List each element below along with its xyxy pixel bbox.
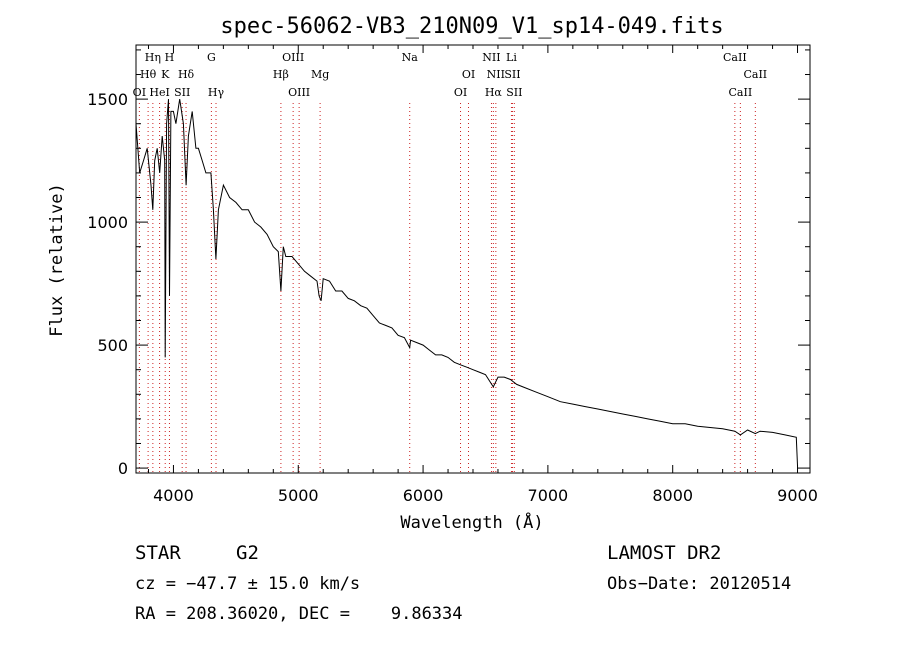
chart-title: spec-56062-VB3_210N09_V1_sp14-049.fits xyxy=(220,14,723,39)
line-marker-label: OI xyxy=(133,86,146,99)
x-axis-ticks: 4000 5000 6000 7000 8000 9000 xyxy=(147,45,818,505)
line-marker-label: H xyxy=(165,51,175,64)
x-tick-label: 5000 xyxy=(278,486,319,505)
line-marker-label: Mg xyxy=(311,68,329,81)
line-marker-label: NII xyxy=(487,68,505,81)
redshift-velocity: cz = −47.7 ± 15.0 km/s xyxy=(135,574,360,594)
line-marker-label: CaII xyxy=(729,86,753,99)
line-marker-label: Li xyxy=(506,51,517,64)
object-subclass: G2 xyxy=(236,542,259,564)
line-marker-label: Na xyxy=(402,51,419,64)
x-axis-label: Wavelength (Å) xyxy=(400,511,543,533)
plot-frame xyxy=(135,44,811,474)
line-marker-label: SII xyxy=(174,86,190,99)
line-marker-label: Hδ xyxy=(178,68,195,81)
y-tick-label: 0 xyxy=(118,459,128,478)
line-marker-label: CaII xyxy=(723,51,747,64)
line-marker-label: OIII xyxy=(282,51,304,64)
line-marker-label: NII xyxy=(482,51,500,64)
x-tick-label: 6000 xyxy=(403,486,444,505)
object-class: STAR xyxy=(135,542,181,564)
line-marker-label: OIII xyxy=(288,86,310,99)
y-tick-label: 500 xyxy=(97,336,128,355)
x-tick-label: 9000 xyxy=(777,486,818,505)
y-tick-label: 1500 xyxy=(87,90,128,109)
x-tick-label: 4000 xyxy=(153,486,194,505)
line-marker-label: SII xyxy=(506,86,522,99)
sky-coordinates: RA = 208.36020, DEC = 9.86334 xyxy=(135,604,463,624)
line-marker-label: OI xyxy=(462,68,475,81)
line-marker-label: K xyxy=(161,68,170,81)
y-tick-label: 1000 xyxy=(87,213,128,232)
spectrum-series-line xyxy=(135,99,798,466)
x-tick-label: 7000 xyxy=(528,486,569,505)
spectral-line-markers xyxy=(138,103,756,473)
line-marker-label: CaII xyxy=(743,68,767,81)
line-marker-label: Hγ xyxy=(208,86,225,99)
line-marker-label: Hη xyxy=(145,51,161,64)
line-marker-label: HeI xyxy=(149,86,169,99)
line-marker-label: Hθ xyxy=(140,68,157,81)
survey-name: LAMOST DR2 xyxy=(607,542,721,564)
y-axis-ticks: 0 500 1000 1500 xyxy=(87,49,810,478)
line-marker-label: OI xyxy=(454,86,467,99)
line-marker-label: G xyxy=(207,51,216,64)
line-marker-label: Hα xyxy=(485,86,503,99)
x-tick-label: 8000 xyxy=(652,486,693,505)
y-axis-label: Flux (relative) xyxy=(47,183,67,337)
line-marker-label: SII xyxy=(504,68,520,81)
line-marker-label: Hβ xyxy=(273,68,289,81)
observation-date: Obs−Date: 20120514 xyxy=(607,574,791,594)
